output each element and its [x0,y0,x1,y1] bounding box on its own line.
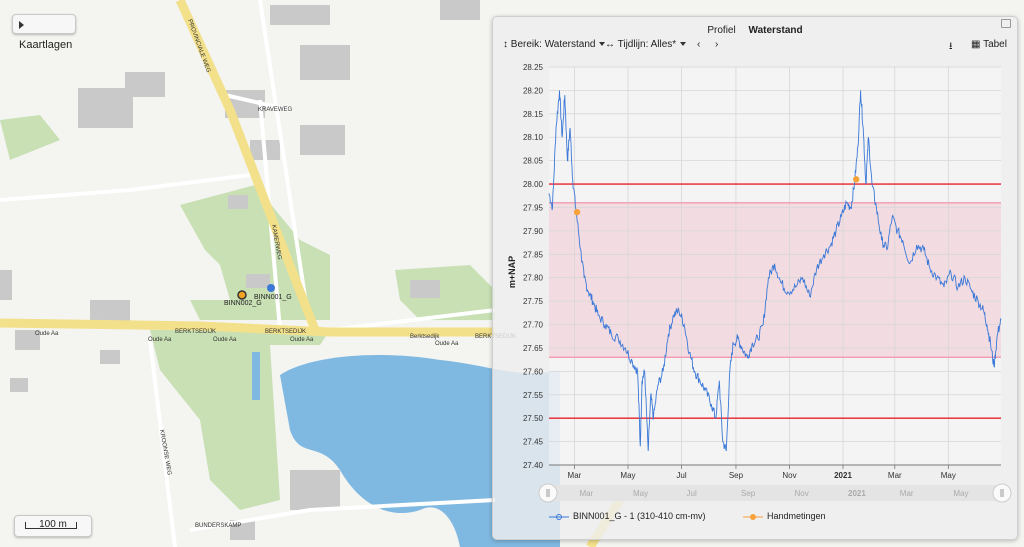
y-tick-label: 27.40 [523,461,544,470]
x-tick-label: Nov [782,471,796,480]
tab-profiel[interactable]: Profiel [707,25,736,36]
road-label: Oude Aa [213,337,237,343]
handmeting-point[interactable] [573,208,581,216]
panel-tabs: Profiel Waterstand [493,25,1017,36]
vertical-arrows-icon: ↕ [503,39,508,50]
table-button[interactable]: ▦ Tabel [971,39,1007,50]
series-line-binn001[interactable] [548,90,1002,452]
table-icon: ▦ [971,39,981,50]
road-label: Oude Aa [148,337,172,343]
x-tick-label: Jul [676,471,686,480]
x-tick-label: May [941,471,956,480]
road-label: BUNDERSKAMP [195,523,241,529]
y-tick-label: 28.00 [523,180,544,189]
handmeting-point[interactable] [852,176,860,183]
road-label: Oude Aa [290,337,314,343]
binn002-marker[interactable] [237,290,247,300]
navigator-tick-label: Sep [741,489,756,498]
navigator-tick-label: Mar [900,489,914,498]
timeline-selector[interactable]: ↔ Tijdlijn: Alles* [605,39,687,50]
navigator-tick-label: Mar [579,489,593,498]
canal [252,352,260,400]
window-icon[interactable] [1001,19,1011,28]
chart-toolbar: ↕ Bereik: Waterstand ↔ Tijdlijn: Alles* … [503,39,1007,53]
x-tick-label: Mar [888,471,902,480]
y-tick-label: 27.90 [523,227,544,236]
x-tick-label: May [620,471,635,480]
y-tick-label: 27.80 [523,274,544,283]
navigator-tick-label: Jul [687,489,697,498]
road-label: BERKTSEDIJK [265,329,306,335]
range-value: Waterstand [544,39,596,50]
navigator-tick-label: May [953,489,968,498]
legend-label: BINN001_G - 1 (310-410 cm-mv) [573,511,706,521]
navigator-tick-label: May [633,489,648,498]
y-tick-label: 28.25 [523,63,544,72]
binn001-label: BINN001_G [254,294,292,301]
y-tick-label: 27.75 [523,297,544,306]
navigator: Mar May Jul Sep Nov 2021 Mar May [538,483,1012,503]
navigator-handle-left[interactable] [538,483,558,503]
y-tick-label: 27.85 [523,250,544,259]
navigator-track [549,485,1001,501]
x-tick-label: Mar [568,471,582,480]
y-tick-label: 27.60 [523,367,544,376]
navigator-handle-right[interactable] [992,483,1012,503]
legend-item-handmetingen[interactable]: Handmetingen [743,511,826,521]
y-axis-label: m+NAP [507,256,517,288]
grass-areas [0,115,495,510]
scale-bar-ruler [25,522,77,529]
x-tick-label: 2021 [834,471,852,480]
tab-waterstand[interactable]: Waterstand [748,25,803,36]
chevron-right-icon[interactable]: › [715,39,719,50]
layers-button-label: Kaartlagen [19,39,73,51]
road-label: BERKTSEDIJK [175,329,216,335]
y-tick-label: 27.70 [523,321,544,330]
layers-button[interactable]: Kaartlagen [12,14,76,51]
range-selector[interactable]: ↕ Bereik: Waterstand [503,39,606,50]
dropdown-caret-icon [599,42,606,47]
y-tick-label: 27.50 [523,414,544,423]
road-label: Oude Aa [35,331,59,337]
road-label-berktsedijk: Berktsedijk [410,334,440,340]
y-tick-label: 28.05 [523,157,544,166]
scale-bar-label: 100 m [39,519,67,530]
road-label: Oude Aa [435,341,459,347]
x-tick-label: Sep [729,471,744,480]
y-tick-label: 28.20 [523,86,544,95]
chart-panel: Profiel Waterstand ↕ Bereik: Waterstand … [492,16,1018,540]
dropdown-caret-icon [680,42,687,47]
y-tick-label: 27.45 [523,438,544,447]
timeline-value: Alles* [650,39,677,50]
threshold-band [549,202,1001,358]
main-road-north [175,0,320,332]
range-label: Bereik: [510,39,542,50]
download-icon[interactable]: ⭳ [949,41,953,52]
navigator-tick-label: Nov [794,489,808,498]
y-tick-label: 27.55 [523,391,544,400]
main-road-berktsedijk [0,318,495,337]
legend-label: Handmetingen [767,511,826,521]
scale-bar: 100 m [14,515,92,537]
timeline-label: Tijdlijn: [617,39,649,50]
binn001-marker[interactable] [267,284,275,292]
chevron-left-icon[interactable]: ‹ [697,39,701,50]
binn002-label: BINN002_G [224,300,262,307]
y-tick-label: 27.65 [523,344,544,353]
y-tick-label: 27.95 [523,203,544,212]
buildings [0,0,480,540]
table-button-label: Tabel [983,39,1007,50]
legend-item-binn001[interactable]: BINN001_G - 1 (310-410 cm-mv) [549,511,706,521]
y-tick-label: 28.10 [523,133,544,142]
horizontal-arrows-icon: ↔ [605,39,615,50]
caret-right-icon [19,21,24,30]
waterstand-chart[interactable]: 28.25 28.20 28.15 28.10 28.05 28.00 27.95 27.90… [493,17,1017,539]
road-label: KRAVEWEG [258,107,293,113]
navigator-tick-label: 2021 [848,489,866,498]
y-tick-label: 28.15 [523,110,544,119]
